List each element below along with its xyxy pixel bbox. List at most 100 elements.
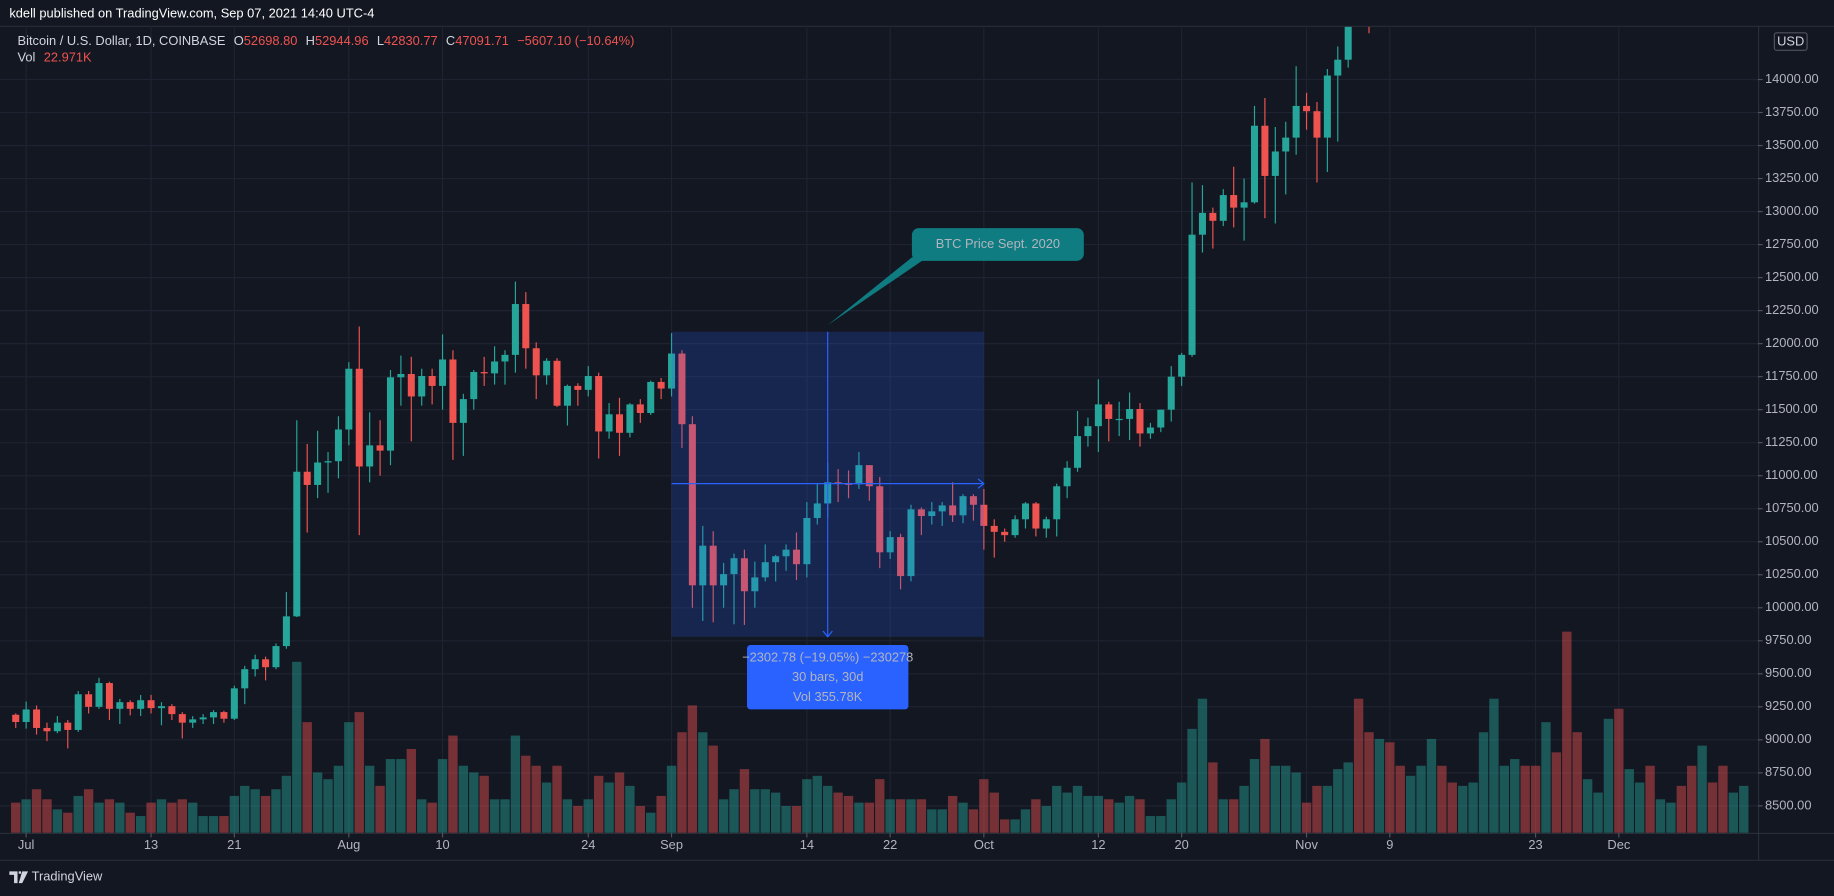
volume-bar	[760, 789, 770, 833]
volume-bar	[1239, 785, 1249, 833]
x-tick-label: 21	[227, 837, 241, 852]
candle-body	[876, 486, 884, 553]
x-tick-label: 10	[435, 837, 449, 852]
candle-body	[189, 719, 197, 723]
candle-body	[85, 694, 93, 707]
volume-bar	[344, 722, 354, 833]
candle-body	[990, 525, 998, 532]
candle-body	[74, 694, 82, 730]
x-tick-label: Dec	[1607, 837, 1630, 852]
candle-body	[1146, 427, 1154, 434]
candle-body	[969, 496, 977, 505]
volume-bar	[1582, 779, 1593, 833]
candle-body	[699, 545, 707, 586]
volume-bar	[562, 799, 573, 833]
candle-body	[303, 471, 311, 485]
candle-body	[95, 683, 103, 707]
candle-body	[439, 359, 447, 386]
candle-body	[813, 503, 821, 518]
volume-bar	[770, 792, 781, 833]
candle-body	[1303, 105, 1311, 112]
candle-body	[105, 683, 113, 709]
volume-bar	[1020, 809, 1031, 833]
volume-bar	[708, 745, 718, 833]
candle-body	[1334, 59, 1342, 76]
volume-bar	[302, 722, 312, 833]
volume-bar	[281, 775, 292, 833]
candle-body	[241, 669, 249, 689]
volume-bar	[1208, 762, 1218, 833]
y-tick-label: 9750.00	[1765, 632, 1811, 647]
volume-bar	[1395, 765, 1405, 833]
candle-body	[647, 381, 655, 413]
footer-logo	[9, 871, 29, 884]
candle-body	[792, 549, 800, 565]
volume-bar	[843, 795, 854, 833]
volume-bar	[1260, 738, 1270, 833]
measure-arrow	[977, 478, 985, 489]
candle-body	[1344, 26, 1352, 60]
candle-body	[1094, 404, 1102, 427]
volume-bar	[177, 799, 187, 833]
volume-bar	[1010, 819, 1020, 833]
currency-badge[interactable]	[1773, 32, 1808, 51]
legend-key: L	[377, 34, 384, 49]
volume-bar	[875, 779, 885, 833]
volume-bar	[1291, 772, 1301, 833]
y-tick-label: 8500.00	[1765, 797, 1811, 812]
volume-bar	[1593, 792, 1603, 833]
candle-body	[1157, 409, 1165, 428]
candle-body	[1001, 531, 1009, 536]
x-tick-label: Nov	[1295, 837, 1318, 852]
volume-bar	[1114, 802, 1124, 833]
volume-bar	[791, 805, 802, 833]
volume-bar	[1135, 799, 1145, 833]
volume-bar	[1312, 785, 1322, 833]
volume-value: 22.971K	[44, 50, 92, 65]
volume-bar	[833, 792, 843, 833]
volume-bar	[1364, 732, 1374, 833]
volume-bar	[979, 779, 989, 833]
volume-bar	[1572, 732, 1582, 833]
candle-body	[293, 471, 301, 617]
volume-bar	[1197, 698, 1208, 833]
volume-bar	[52, 809, 63, 833]
candle-body	[511, 304, 519, 355]
candle-body	[917, 509, 925, 516]
candle-body	[428, 375, 436, 386]
candle-body	[657, 381, 665, 389]
volume-bar	[614, 772, 625, 833]
volume-bar	[11, 802, 21, 833]
volume-bar	[1634, 782, 1645, 833]
candle-body	[43, 727, 51, 732]
volume-bar	[541, 782, 552, 833]
x-tick-label: 22	[883, 837, 897, 852]
candle-body	[459, 399, 467, 423]
volume-bar	[677, 732, 687, 833]
legend-key: C	[446, 34, 455, 49]
volume-bar	[1478, 732, 1489, 833]
volume-bar	[1510, 759, 1520, 833]
candle-body	[137, 700, 145, 709]
published-note: kdell published on TradingView.com, Sep …	[9, 5, 374, 20]
candle-body	[126, 702, 134, 709]
candle-body	[897, 537, 905, 577]
volume-bar	[1322, 785, 1333, 833]
candle-body	[886, 537, 894, 553]
y-tick-label: 12500.00	[1765, 269, 1819, 284]
volume-bar	[229, 795, 240, 833]
volume-bar	[895, 799, 906, 833]
candle-body	[678, 353, 686, 425]
measure-arrow	[822, 630, 833, 638]
volume-bar	[312, 772, 323, 833]
volume-bar	[208, 816, 219, 833]
volume-bar	[135, 816, 146, 833]
candle-body	[688, 424, 696, 586]
volume-bar	[94, 802, 104, 833]
y-tick-label: 11500.00	[1765, 401, 1818, 416]
volume-bar	[906, 799, 916, 833]
volume-bar	[354, 712, 364, 833]
candle-body	[22, 709, 30, 723]
legend-key: H	[306, 34, 315, 49]
